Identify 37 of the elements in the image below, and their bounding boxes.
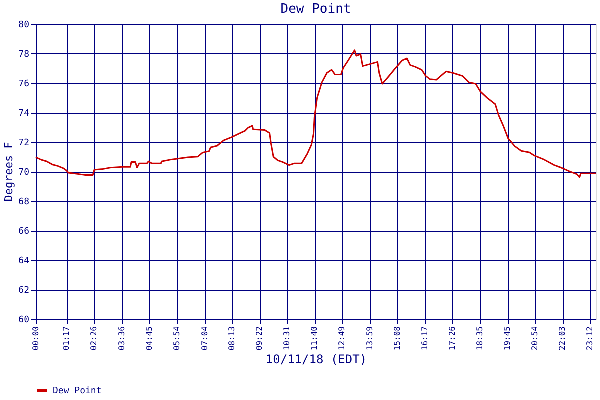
x-tick-label: 18:35 xyxy=(475,326,484,351)
x-axis-title: 10/11/18 (EDT) xyxy=(266,352,368,367)
x-tick-label: 13:59 xyxy=(365,326,374,351)
x-tick-label: 03:36 xyxy=(117,326,126,351)
y-axis-title: Degrees F xyxy=(2,142,16,202)
x-tick-label: 20:54 xyxy=(530,326,540,351)
x-tick-label: 08:13 xyxy=(228,326,237,351)
x-tick-label: 07:04 xyxy=(200,326,210,351)
x-tick-label: 22:03 xyxy=(558,326,568,351)
y-tick-label: 80 xyxy=(18,20,30,30)
x-tick-label: 00:00 xyxy=(32,326,40,351)
x-tick-label: 02:26 xyxy=(90,326,99,351)
y-tick-label: 68 xyxy=(18,198,30,208)
x-tick-label: 15:08 xyxy=(392,326,402,351)
y-tick-label: 62 xyxy=(18,286,30,296)
legend-label: Dew Point xyxy=(53,386,102,396)
x-tick-label: 10:31 xyxy=(282,326,292,351)
y-tick-label: 60 xyxy=(18,316,30,326)
x-tick-label: 09:22 xyxy=(255,326,264,351)
x-tick-label: 17:26 xyxy=(448,326,457,351)
x-tick-label: 04:45 xyxy=(144,326,154,351)
x-tick-label: 16:17 xyxy=(420,326,430,351)
x-tick-label: 23:12 xyxy=(586,326,595,351)
y-tick-label: 64 xyxy=(18,256,30,266)
y-tick-label: 66 xyxy=(18,227,30,237)
y-tick-label: 76 xyxy=(18,80,30,90)
x-tick-label: 19:45 xyxy=(503,326,512,351)
y-tick-label: 70 xyxy=(18,168,30,178)
x-tick-label: 12:49 xyxy=(338,326,347,351)
y-tick-label: 78 xyxy=(18,50,30,60)
y-tick-label: 72 xyxy=(18,138,30,148)
y-tick-label: 74 xyxy=(18,109,30,119)
line-series xyxy=(35,50,597,178)
x-tick-label: 05:54 xyxy=(172,326,182,351)
x-tick-label: 11:40 xyxy=(310,326,320,351)
x-tick-label: 01:17 xyxy=(62,326,72,351)
chart-title: Dew Point xyxy=(280,2,352,17)
